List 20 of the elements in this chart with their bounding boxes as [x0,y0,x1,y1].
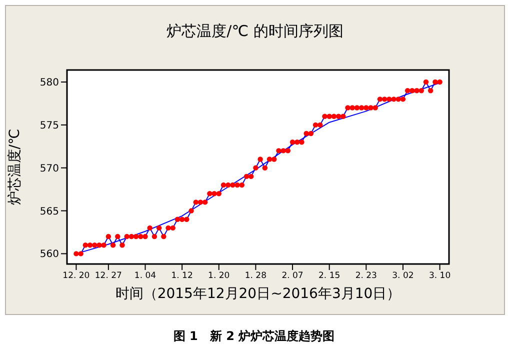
x-tick-label: 3. 10 [428,271,451,282]
y-tick-label: 575 [40,120,59,132]
y-tick-label: 560 [40,249,59,260]
x-tick-label: 2. 23 [355,271,377,282]
y-tick-label: 580 [40,78,59,89]
y-tick-label: 565 [40,206,59,218]
caption: 图 1 新 2 炉炉芯温度趋势图 [172,328,336,345]
x-tick-label: 1. 12 [171,271,193,282]
x-tick-label: 12. 20 [62,271,90,282]
x-tick-label: 2. 07 [282,271,304,282]
y-axis-title: 炉芯温度/℃ [6,128,23,206]
x-axis-title: 时间（2015年12月20日~2016年3月10日） [115,286,401,302]
x-tick-label: 1. 04 [134,271,156,282]
x-tick-label: 3. 02 [392,271,414,282]
x-tick-label: 1. 20 [208,271,230,282]
x-tick-label: 12. 27 [94,271,122,282]
chart-title: 炉芯温度/℃ 的时间序列图 [166,22,344,41]
x-tick-label: 1. 28 [244,271,267,282]
y-tick-label: 570 [40,163,59,174]
x-tick-label: 2. 15 [318,271,340,282]
